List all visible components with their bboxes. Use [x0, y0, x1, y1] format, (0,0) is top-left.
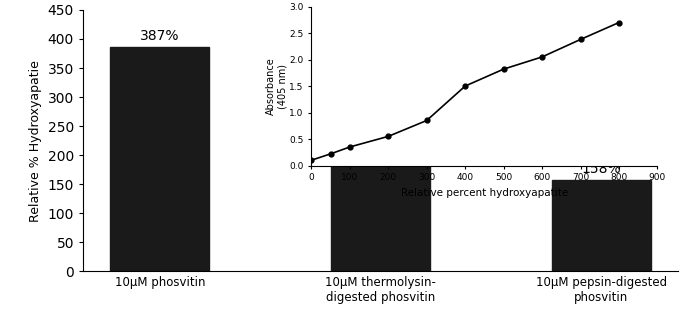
Bar [331, 135, 430, 271]
Text: 158%: 158% [581, 162, 621, 176]
Y-axis label: Absorbance
(405 nm): Absorbance (405 nm) [266, 57, 288, 115]
Bar [552, 180, 651, 271]
Y-axis label: Relative % Hydroxyapatie: Relative % Hydroxyapatie [29, 60, 42, 222]
Text: 234%: 234% [361, 118, 400, 132]
X-axis label: Relative percent hydroxyapatite: Relative percent hydroxyapatite [401, 188, 568, 198]
Text: 387%: 387% [140, 29, 179, 43]
Bar [110, 47, 210, 271]
